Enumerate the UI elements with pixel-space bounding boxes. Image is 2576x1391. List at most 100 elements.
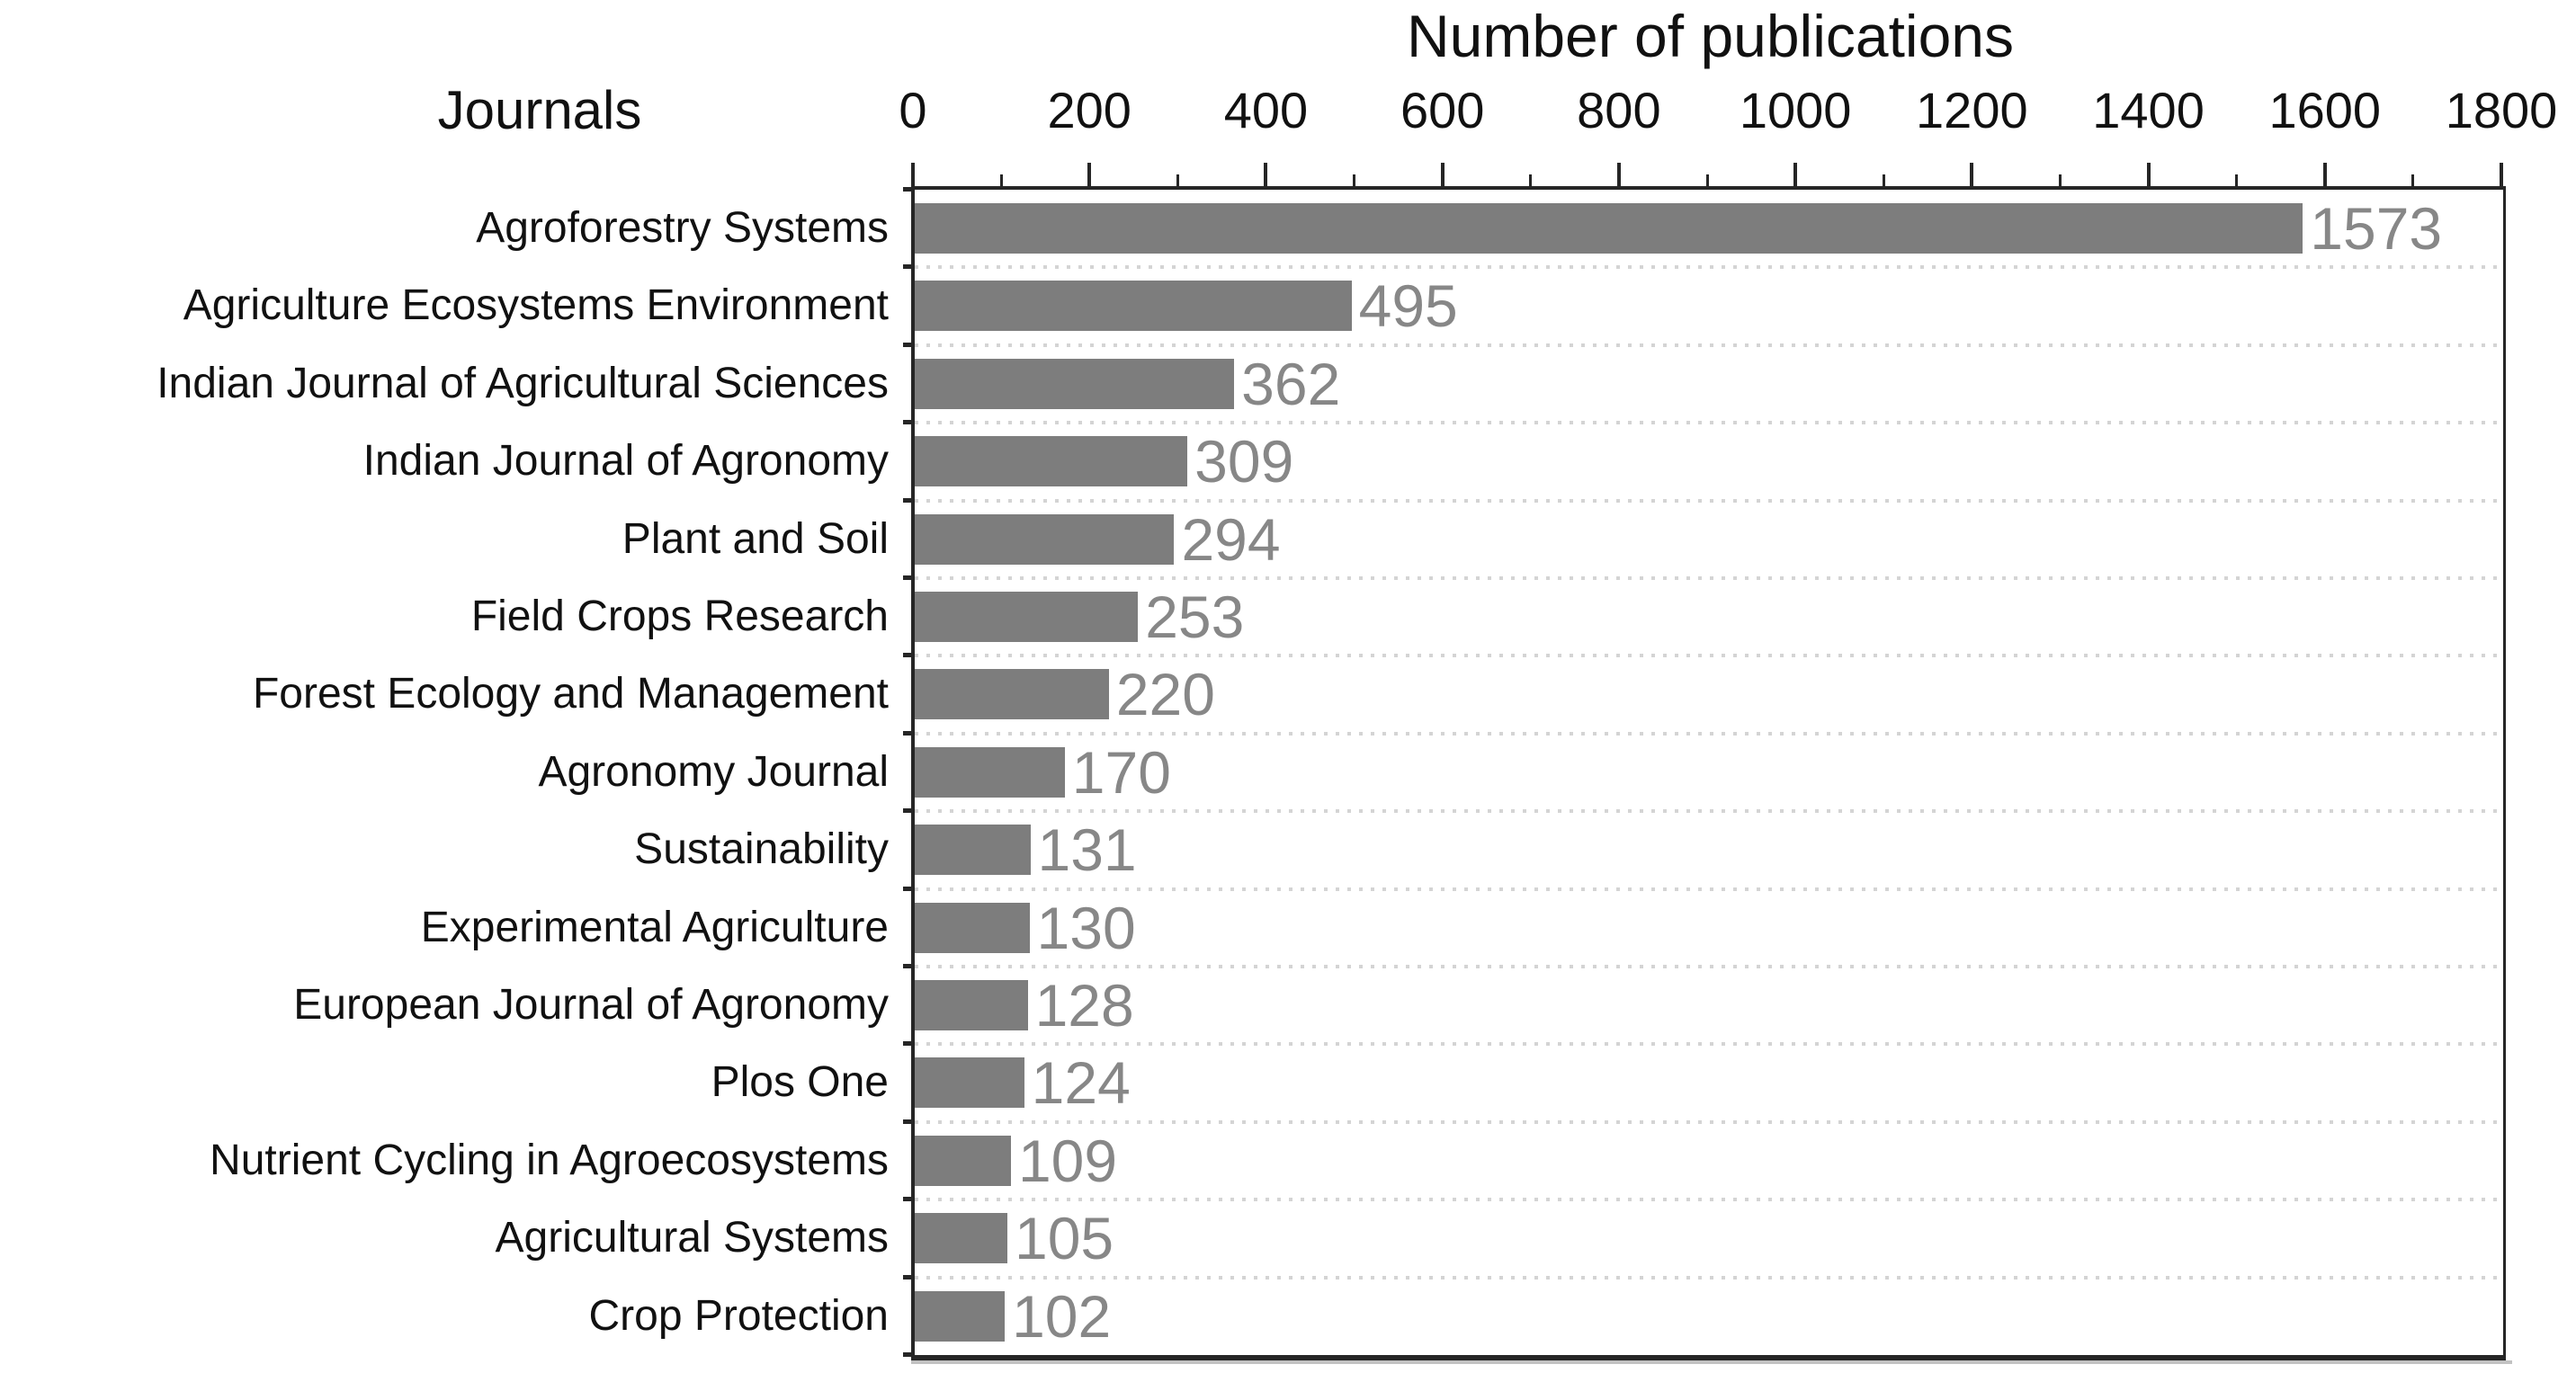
bar-agriculture-ecosystems-environment	[915, 281, 1352, 332]
x-tick-label-1000: 1000	[1739, 82, 1852, 138]
value-label-agriculture-ecosystems-environment: 495	[1358, 272, 1458, 340]
bar-agroforestry-systems	[915, 203, 2303, 254]
value-label-plos-one: 124	[1031, 1049, 1131, 1117]
x-major-tick	[1087, 163, 1092, 186]
category-label-agricultural-systems: Agricultural Systems	[495, 1214, 889, 1262]
plot-area: 1573 495 362 309 294 253 220 170 131 130 128 124 109…	[911, 186, 2506, 1360]
bar-nutrient-cycling-in-agroecosystems	[915, 1135, 1011, 1186]
category-axis-header: Journals	[437, 80, 642, 140]
bar-crop-protection	[915, 1290, 1006, 1342]
x-tick-label-1800: 1800	[2445, 82, 2558, 138]
value-label-field-crops-research: 253	[1145, 584, 1245, 650]
bar-agronomy-journal	[915, 746, 1065, 798]
x-major-tick	[1440, 163, 1445, 186]
value-label-sustainability: 131	[1037, 816, 1137, 884]
row-separator-gridline	[915, 265, 2503, 270]
x-tick-label-200: 200	[1047, 82, 1131, 138]
value-label-nutrient-cycling-in-agroecosystems: 109	[1017, 1127, 1118, 1194]
y-tick	[903, 1274, 915, 1280]
x-tick-label-1200: 1200	[1916, 82, 2028, 138]
value-label-agroforestry-systems: 1573	[2310, 195, 2443, 262]
row-separator-gridline	[915, 498, 2503, 503]
y-tick	[903, 808, 915, 814]
category-label-plos-one: Plos One	[711, 1058, 889, 1107]
y-tick	[903, 1352, 915, 1357]
x-minor-tick	[1882, 174, 1885, 186]
y-tick	[903, 653, 915, 658]
y-tick	[903, 187, 915, 192]
x-major-tick	[1970, 163, 1974, 186]
bar-plant-and-soil	[915, 513, 1175, 565]
row-separator-gridline	[915, 887, 2503, 891]
category-label-agronomy-journal: Agronomy Journal	[538, 747, 889, 796]
y-tick	[903, 264, 915, 270]
x-tick-label-1600: 1600	[2268, 82, 2382, 138]
row-separator-gridline	[915, 1119, 2503, 1124]
x-tick-label-400: 400	[1223, 82, 1309, 138]
chart-title: Number of publications	[1406, 3, 2015, 69]
category-label-crop-protection: Crop Protection	[588, 1291, 890, 1340]
x-minor-tick	[1353, 174, 1356, 186]
x-minor-tick	[999, 174, 1003, 186]
y-tick	[903, 575, 915, 580]
value-label-plant-and-soil: 294	[1181, 505, 1281, 573]
x-major-tick	[1616, 163, 1621, 186]
category-label-forest-ecology-and-management: Forest Ecology and Management	[252, 670, 889, 718]
row-separator-gridline	[915, 965, 2503, 968]
bar-indian-journal-of-agricultural-sciences	[915, 358, 1235, 409]
x-major-tick	[1264, 163, 1268, 186]
value-label-agricultural-systems: 105	[1015, 1205, 1114, 1272]
value-label-european-journal-of-agronomy: 128	[1034, 972, 1134, 1039]
category-label-experimental-agriculture: Experimental Agriculture	[420, 903, 889, 951]
x-tick-label-0: 0	[899, 82, 927, 138]
bar-agricultural-systems	[915, 1213, 1008, 1264]
x-minor-tick	[1529, 174, 1533, 186]
value-label-indian-journal-of-agronomy: 309	[1194, 428, 1294, 495]
bar-field-crops-research	[915, 592, 1139, 642]
bar-experimental-agriculture	[915, 902, 1030, 953]
row-separator-gridline	[915, 576, 2503, 580]
category-label-field-crops-research: Field Crops Research	[470, 593, 889, 640]
x-tick-label-800: 800	[1577, 82, 1661, 138]
x-major-tick	[911, 163, 915, 186]
x-major-tick	[2322, 163, 2327, 186]
y-tick	[903, 420, 915, 425]
category-label-agroforestry-systems: Agroforestry Systems	[476, 204, 889, 252]
y-tick	[903, 497, 915, 503]
category-label-plant-and-soil: Plant and Soil	[622, 514, 889, 563]
value-label-agronomy-journal: 170	[1071, 738, 1171, 806]
category-label-agriculture-ecosystems-environment: Agriculture Ecosystems Environment	[183, 281, 889, 330]
value-label-forest-ecology-and-management: 220	[1115, 661, 1215, 728]
y-tick	[903, 1119, 915, 1124]
value-label-indian-journal-of-agricultural-sciences: 362	[1241, 350, 1341, 417]
row-separator-gridline	[915, 654, 2503, 658]
y-tick	[903, 1197, 915, 1202]
row-separator-gridline	[915, 1275, 2503, 1280]
bar-sustainability	[915, 825, 1031, 876]
bar-european-journal-of-agronomy	[915, 980, 1028, 1030]
row-separator-gridline	[915, 1198, 2503, 1202]
category-label-nutrient-cycling-in-agroecosystems: Nutrient Cycling in Agroecosystems	[210, 1136, 889, 1184]
bar-plos-one	[915, 1057, 1024, 1109]
category-label-european-journal-of-agronomy: European Journal of Agronomy	[293, 981, 889, 1029]
row-separator-gridline	[915, 421, 2503, 425]
row-separator-gridline	[915, 1042, 2503, 1047]
value-label-experimental-agriculture: 130	[1036, 894, 1136, 961]
x-minor-tick	[2411, 174, 2415, 186]
x-major-tick	[2500, 163, 2503, 186]
category-label-indian-journal-of-agronomy: Indian Journal of Agronomy	[362, 437, 889, 486]
plot-bottom-shadow	[911, 1360, 2512, 1364]
x-tick-label-1400: 1400	[2092, 82, 2205, 138]
x-tick-label-600: 600	[1400, 82, 1485, 138]
row-separator-gridline	[915, 731, 2503, 736]
x-major-tick	[2146, 163, 2151, 186]
row-separator-gridline	[915, 343, 2503, 347]
category-label-indian-journal-of-agricultural-sciences: Indian Journal of Agricultural Sciences	[157, 359, 889, 407]
x-minor-tick	[1705, 174, 1709, 186]
y-tick	[903, 342, 915, 347]
x-minor-tick	[2235, 174, 2239, 186]
y-tick	[903, 886, 915, 891]
x-major-tick	[1793, 163, 1798, 186]
y-tick	[903, 730, 915, 736]
